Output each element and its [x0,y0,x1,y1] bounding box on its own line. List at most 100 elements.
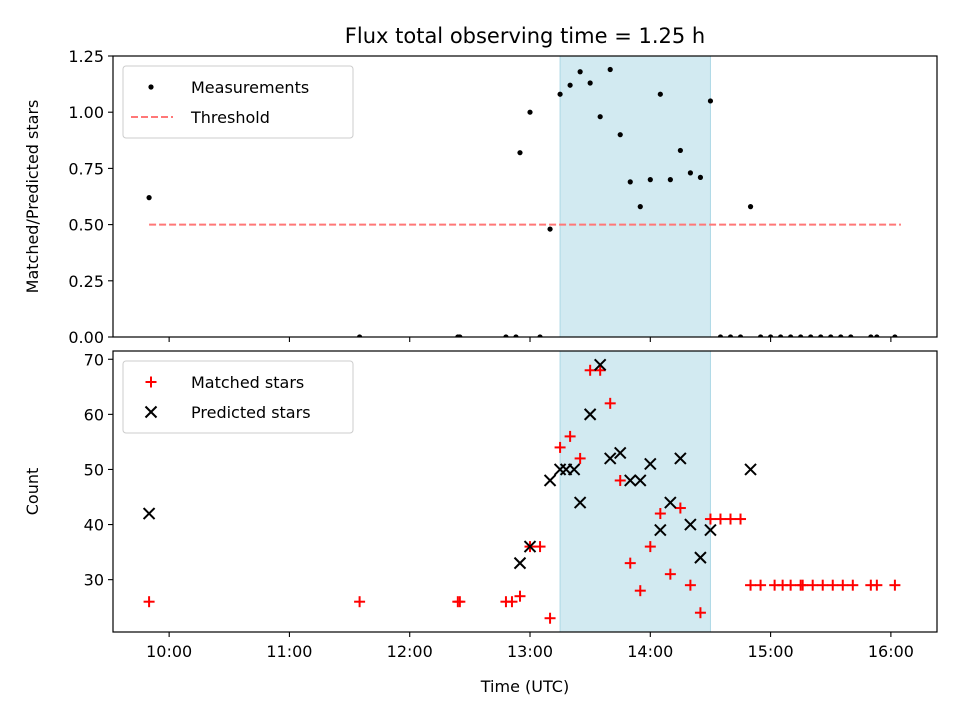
measurement-point [717,334,724,337]
legend: Measurements Threshold [122,65,354,139]
measurement-point [657,91,663,97]
legend-label: Predicted stars [191,403,311,422]
x-tick-label: 10:00 [146,642,192,661]
y-tick-label: 70 [84,350,104,369]
predicted-stars-point-b [664,496,677,509]
legend-dot-marker [148,84,154,90]
matched-stars-point [684,579,696,591]
x-tick-label: 14:00 [627,642,673,661]
predicted-stars-point-b [543,474,557,487]
measurement-point [778,334,784,337]
matched-stars-point [797,579,809,591]
matched-stars-point [574,452,586,464]
measurement-point [757,334,764,337]
matched-stars-point [604,397,616,409]
y-tick-label: 40 [84,516,104,535]
legend-box [122,65,354,139]
matched-stars-point [847,579,859,591]
x-axis-label: Time (UTC) [480,677,569,696]
predicted-stars-point-b [583,408,597,421]
legend-box [122,360,354,434]
matched-stars-point [807,579,819,591]
measurement-point [567,82,573,88]
measurement-point [868,334,874,337]
measurement-point [637,204,643,210]
matched-stars-point [817,579,829,591]
measurement-point [874,334,880,337]
highlight-span [560,56,711,337]
predicted-stars-point [567,463,581,476]
predicted-stars-point-b [624,474,637,487]
matched-stars-point [354,596,366,608]
y-tick-label: 60 [84,405,104,424]
matched-stars-point [544,612,556,624]
matched-stars-point [534,541,546,553]
predicted-stars-point-b [603,452,617,465]
chart-title: Flux total observing time = 1.25 h [345,24,705,48]
measurement-point [577,69,583,75]
matched-stars-point [624,557,636,569]
matched-stars-point [143,596,155,608]
predicted-stars-point-b [513,556,527,570]
y-tick-label: 0.00 [68,328,104,347]
matched-stars-point [837,579,849,591]
matched-stars-point [454,596,466,608]
matched-stars-point [694,607,706,619]
predicted-stars-point-b [634,474,647,487]
measurement-point [798,334,804,337]
predicted-stars-point-b [142,507,156,520]
predicted-stars-point [573,496,587,509]
measurement-point [808,334,814,337]
matched-stars-point [634,585,646,597]
y-axis-label: Matched/Predicted stars [23,100,42,294]
predicted-stars-point-b [593,358,607,371]
plot-area [142,358,901,624]
predicted-stars-point [634,474,647,487]
predicted-stars-point-b [614,446,627,460]
matched-stars-point [644,541,656,553]
predicted-stars-point [624,474,637,487]
measurement-point [527,109,533,115]
matched-stars-point [827,579,839,591]
y-tick-label: 0.25 [68,272,104,291]
measurement-point [517,150,523,156]
matched-stars-point [584,364,596,376]
predicted-stars-point-b [573,496,587,509]
predicted-stars-point [543,474,557,487]
x-tick-label: 12:00 [387,642,433,661]
measurement-point [697,174,704,180]
measurement-point [892,334,898,337]
legend-label: Measurements [191,78,309,97]
measurement-point [356,334,363,337]
measurement-point [457,334,463,337]
measurement-point [587,80,593,86]
predicted-stars-point-b [704,523,717,537]
predicted-stars-point-b [674,452,687,465]
x-tick-label: 11:00 [266,642,312,661]
legend-label: Threshold [190,108,270,127]
predicted-stars-point-b [744,463,757,476]
predicted-stars-point [644,457,657,471]
axes-frame [112,55,938,338]
x-tick-label: 13:00 [507,642,553,661]
x-tick-label: 16:00 [868,642,914,661]
measurement-point [557,91,563,97]
legend: Matched stars Predicted stars [122,360,354,434]
predicted-stars-point-b [654,523,667,537]
measurement-point [848,334,854,337]
measurement-point [513,334,519,337]
matched-stars-point [664,568,676,580]
matched-stars-point [724,513,736,525]
matched-stars-point [735,513,747,525]
predicted-stars-point-b [684,518,697,531]
measurement-point [617,132,623,138]
predicted-stars-point [744,463,757,476]
matched-stars-point [614,474,626,486]
predicted-stars-point [583,408,597,421]
measurement-point [737,334,744,337]
axes-frame [112,350,938,633]
matched-stars-point [745,579,757,591]
predicted-stars-point-b [567,463,581,476]
predicted-stars-point-b [694,551,707,564]
